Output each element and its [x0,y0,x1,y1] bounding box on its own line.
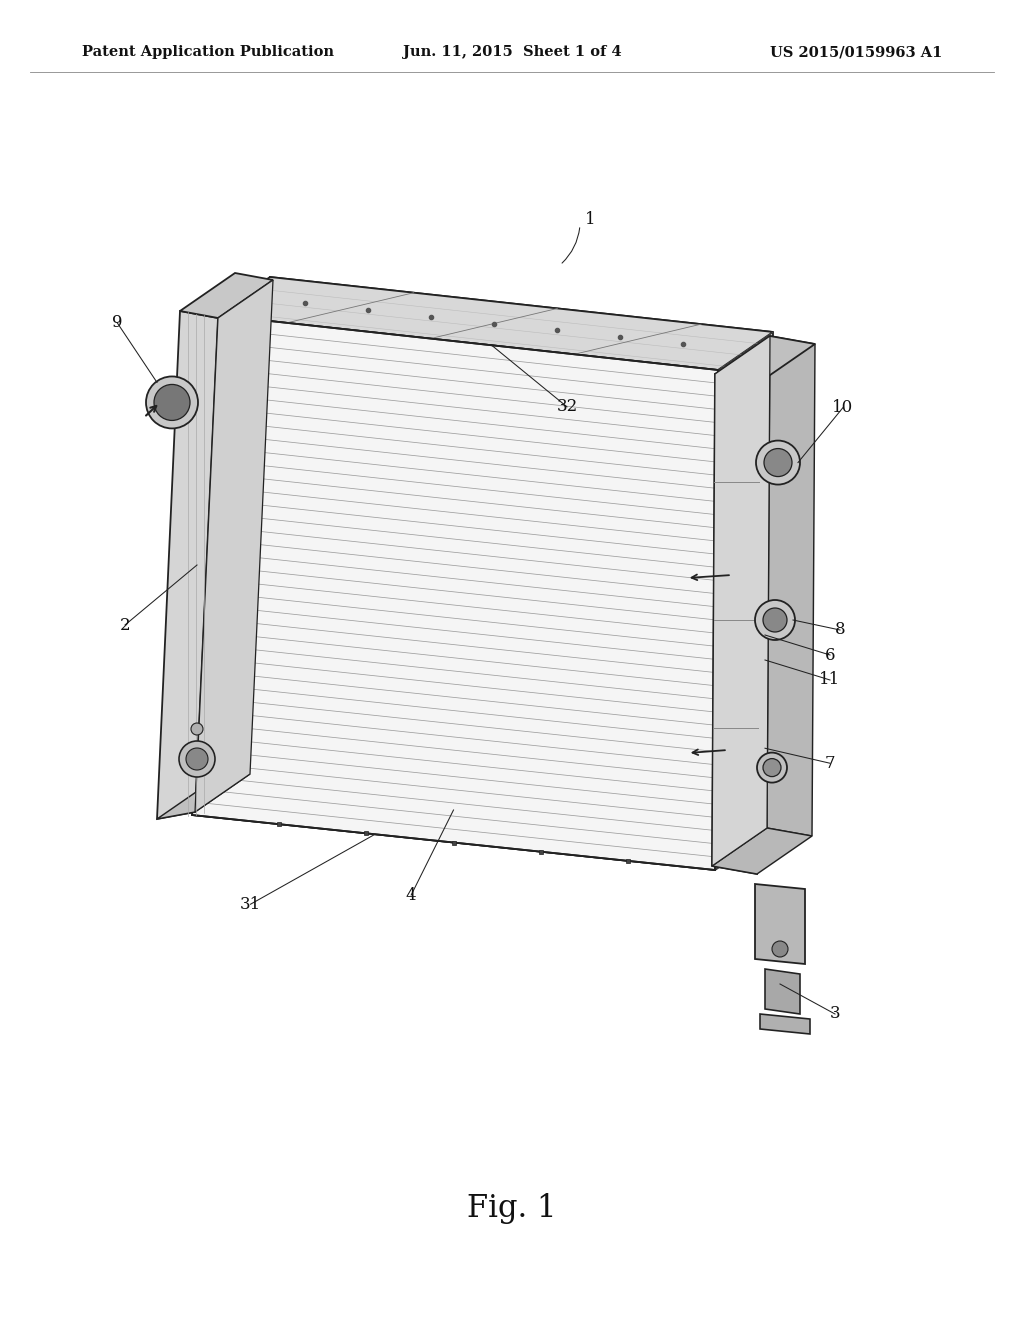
Circle shape [146,376,198,429]
Polygon shape [755,884,805,964]
Polygon shape [157,774,250,818]
Circle shape [755,601,795,640]
Polygon shape [157,312,218,818]
Polygon shape [767,337,815,836]
Polygon shape [712,828,812,874]
Text: 7: 7 [824,755,836,772]
Circle shape [191,723,203,735]
Circle shape [764,449,792,477]
Polygon shape [247,277,773,832]
Circle shape [763,759,781,776]
Polygon shape [712,374,760,874]
Circle shape [186,748,208,770]
Polygon shape [215,277,773,370]
Text: US 2015/0159963 A1: US 2015/0159963 A1 [770,45,942,59]
Text: 31: 31 [240,896,261,912]
Polygon shape [765,969,800,1014]
Polygon shape [193,315,718,870]
Text: 3: 3 [829,1006,841,1023]
Text: Fig. 1: Fig. 1 [467,1192,557,1224]
Text: 10: 10 [833,399,854,416]
Text: Jun. 11, 2015  Sheet 1 of 4: Jun. 11, 2015 Sheet 1 of 4 [402,45,622,59]
Text: 32: 32 [556,399,578,416]
Circle shape [772,941,788,957]
Text: 4: 4 [406,887,417,903]
Circle shape [763,609,787,632]
Text: 11: 11 [819,672,841,689]
Text: 6: 6 [824,647,836,664]
Polygon shape [195,280,273,812]
Circle shape [179,741,215,777]
Text: 1: 1 [585,211,595,228]
Text: 8: 8 [835,622,846,639]
Circle shape [154,384,190,421]
Polygon shape [712,337,770,866]
Polygon shape [180,273,273,318]
Polygon shape [193,777,770,870]
Circle shape [756,441,800,484]
Polygon shape [760,1014,810,1034]
Polygon shape [715,337,815,381]
Text: 2: 2 [120,616,130,634]
Text: 9: 9 [112,314,122,331]
Text: Patent Application Publication: Patent Application Publication [82,45,334,59]
Circle shape [757,752,787,783]
